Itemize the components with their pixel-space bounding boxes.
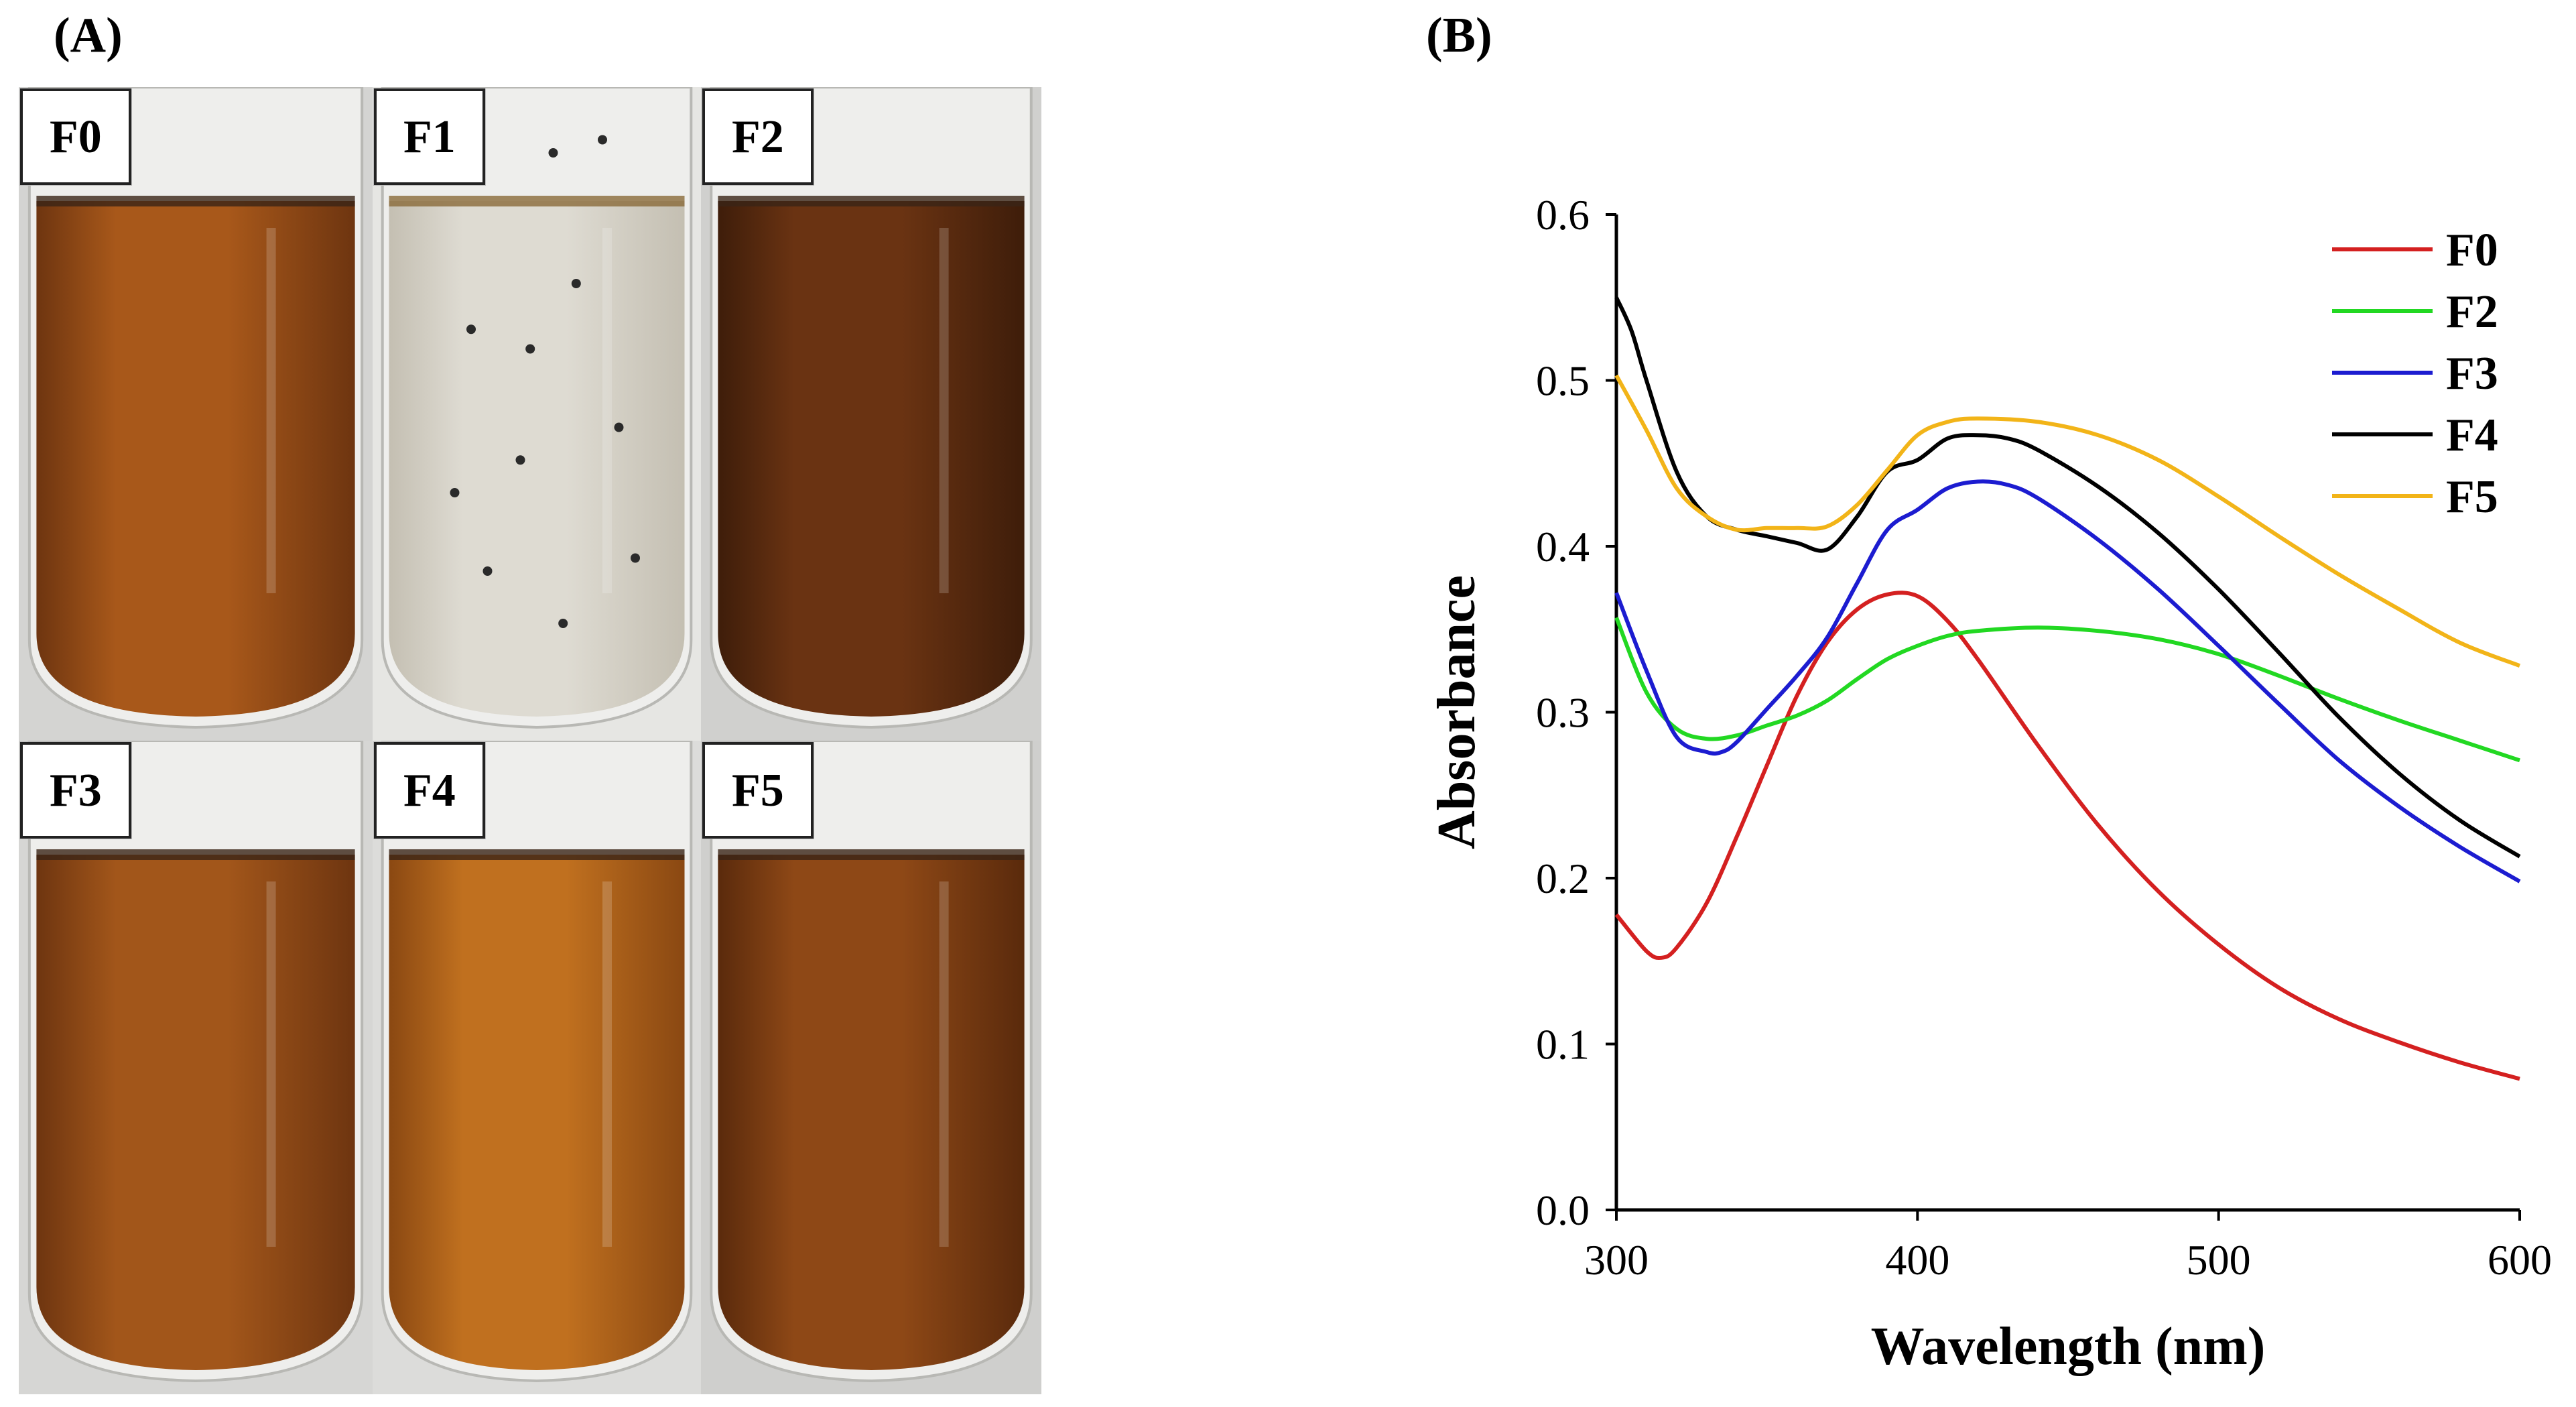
- tube-photo-f3: F3: [19, 741, 373, 1394]
- legend-label-f2: F2: [2446, 286, 2498, 338]
- tube-image-f2: [701, 87, 1041, 741]
- x-tick-label: 600: [2488, 1236, 2552, 1284]
- tube-label-f5: F5: [702, 742, 814, 839]
- tube-photo-f5: F5: [701, 741, 1041, 1394]
- tube-photo-grid: F0 F1 F2 F3 F4 F5: [19, 87, 1041, 1394]
- y-tick-label: 0.6: [1536, 191, 1590, 239]
- legend-label-f4: F4: [2446, 410, 2498, 461]
- series-line-f4: [1614, 296, 2521, 859]
- legend-label-f3: F3: [2446, 348, 2498, 400]
- tube-photo-f0: F0: [19, 87, 373, 741]
- tube-image-f4: [373, 741, 701, 1394]
- tube-label-f0: F0: [20, 88, 131, 185]
- panel-a-label: (A): [54, 8, 123, 63]
- tube-liquid: [389, 201, 685, 717]
- tube-liquid: [389, 855, 685, 1370]
- tube-liquid: [718, 855, 1025, 1370]
- absorbance-chart: 0.0 0.1 0.2 0.3 0.4 0.5 0.6 300 400 500 600 Wavelen…: [1427, 191, 2552, 1376]
- tube-photo-f2: F2: [701, 87, 1041, 741]
- y-tick-label: 0.4: [1536, 523, 1590, 570]
- tube-liquid: [36, 201, 355, 717]
- tube-liquid: [36, 855, 355, 1370]
- x-tick-label: 400: [1885, 1236, 1949, 1284]
- panel-b-label: (B): [1426, 8, 1492, 63]
- y-tick-label: 0.0: [1536, 1186, 1590, 1234]
- series-line-f0: [1614, 591, 2520, 1081]
- y-axis-label: Absorbance: [1427, 575, 1486, 849]
- y-tick-label: 0.2: [1536, 855, 1590, 902]
- y-tick-label: 0.5: [1536, 357, 1590, 405]
- y-tick-label: 0.3: [1536, 689, 1590, 737]
- tube-image-f3: [19, 741, 373, 1394]
- tube-image-f1: [373, 87, 701, 741]
- x-axis-label: Wavelength (nm): [1871, 1317, 2266, 1376]
- tube-image-f5: [701, 741, 1041, 1394]
- legend-label-f5: F5: [2446, 471, 2498, 523]
- tube-liquid: [718, 201, 1025, 717]
- y-tick-label: 0.1: [1536, 1021, 1590, 1068]
- legend-label-f0: F0: [2446, 225, 2498, 276]
- series-line-f2: [1614, 617, 2520, 763]
- tube-label-f1: F1: [374, 88, 485, 185]
- series-line-f3: [1614, 479, 2521, 883]
- tube-label-f3: F3: [20, 742, 131, 839]
- tube-label-f2: F2: [702, 88, 814, 185]
- x-tick-label: 500: [2187, 1236, 2251, 1284]
- tube-image-f0: [19, 87, 373, 741]
- tube-label-f4: F4: [374, 742, 485, 839]
- tube-photo-f4: F4: [373, 741, 701, 1394]
- series-line-f5: [1614, 374, 2521, 668]
- x-tick-label: 300: [1584, 1236, 1649, 1284]
- tube-photo-f1: F1: [373, 87, 701, 741]
